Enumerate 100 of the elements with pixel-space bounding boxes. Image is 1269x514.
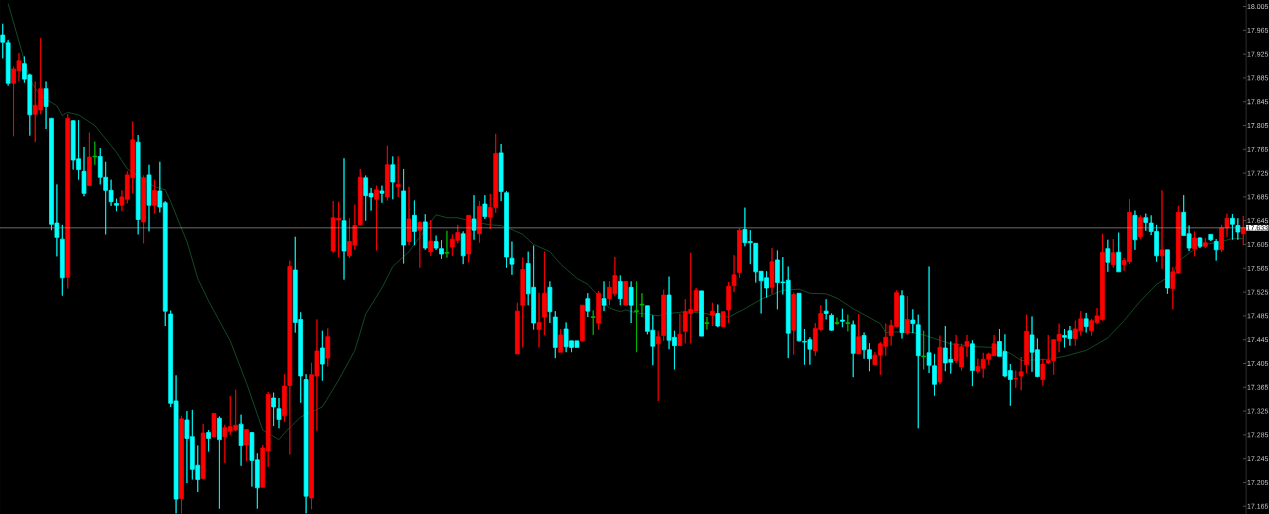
candlestick bbox=[244, 429, 249, 462]
candlestick bbox=[390, 156, 396, 200]
candlestick bbox=[834, 317, 840, 326]
candlestick bbox=[590, 310, 596, 336]
candlestick bbox=[428, 219, 434, 257]
candlestick bbox=[937, 335, 943, 385]
candlestick bbox=[639, 292, 645, 318]
candlestick bbox=[970, 339, 975, 387]
candlestick bbox=[617, 275, 623, 306]
candlestick bbox=[1013, 370, 1019, 389]
candlestick bbox=[1192, 231, 1197, 257]
candlestick bbox=[1105, 239, 1111, 273]
candlestick bbox=[509, 241, 515, 276]
candlestick bbox=[536, 292, 542, 348]
candlestick bbox=[1110, 238, 1116, 269]
candlestick bbox=[710, 302, 715, 327]
candlestick bbox=[1203, 237, 1208, 249]
candlestick bbox=[422, 213, 428, 251]
candlestick bbox=[466, 214, 471, 263]
candlestick bbox=[1240, 215, 1246, 246]
candlestick bbox=[829, 313, 834, 332]
candlestick bbox=[661, 289, 666, 342]
candlestick bbox=[542, 251, 547, 336]
candlestick bbox=[444, 230, 450, 258]
candlestick bbox=[823, 298, 829, 320]
candlestick bbox=[498, 143, 504, 202]
candlestick bbox=[43, 81, 49, 130]
candlestick bbox=[200, 423, 206, 480]
candlestick bbox=[114, 198, 119, 212]
candlestick bbox=[552, 310, 558, 359]
candlestick bbox=[634, 280, 639, 353]
candlestick bbox=[623, 280, 629, 306]
candlestick bbox=[699, 290, 704, 337]
candlestick bbox=[504, 190, 509, 269]
candlestick bbox=[135, 134, 141, 235]
candlestick bbox=[1018, 356, 1024, 391]
candlestick bbox=[628, 280, 634, 324]
candlestick bbox=[81, 146, 87, 197]
candlestick bbox=[1219, 224, 1224, 253]
candlestick bbox=[791, 292, 796, 355]
candlestick bbox=[905, 295, 910, 336]
candlestick bbox=[1132, 210, 1138, 251]
candlestick bbox=[720, 311, 726, 328]
candlestick bbox=[341, 157, 347, 280]
candlestick bbox=[845, 314, 851, 332]
candlestick bbox=[769, 247, 775, 295]
candlestick bbox=[395, 156, 401, 198]
candlestick bbox=[1116, 232, 1122, 273]
candlestick bbox=[152, 179, 157, 214]
candlestick bbox=[303, 373, 309, 514]
candlestick bbox=[385, 145, 390, 201]
candlestick bbox=[374, 185, 379, 251]
candlestick bbox=[558, 328, 564, 353]
candlestick bbox=[704, 316, 710, 330]
candlestick bbox=[737, 228, 742, 279]
candlestick bbox=[141, 175, 146, 244]
candlestick bbox=[92, 141, 98, 166]
candlestick bbox=[406, 186, 412, 246]
candlestick bbox=[1213, 238, 1219, 261]
candlestick bbox=[1165, 249, 1170, 295]
candlestick bbox=[412, 200, 417, 246]
candlestick bbox=[580, 304, 585, 342]
candlestick bbox=[840, 308, 845, 328]
candlestick bbox=[471, 194, 477, 241]
candlestick bbox=[146, 164, 152, 232]
candlestick bbox=[910, 308, 916, 334]
candlestick bbox=[596, 290, 601, 330]
candlestick bbox=[1138, 214, 1143, 240]
candlestick bbox=[65, 113, 71, 289]
candlestick bbox=[915, 314, 921, 429]
candlestick bbox=[276, 397, 282, 429]
candlestick bbox=[59, 224, 65, 297]
candlestick bbox=[482, 194, 488, 220]
candlestick bbox=[217, 416, 222, 510]
candlestick bbox=[1208, 233, 1214, 242]
candlestick bbox=[211, 413, 217, 438]
candlestick bbox=[585, 292, 591, 318]
candlestick bbox=[1230, 213, 1235, 241]
candlestick bbox=[477, 200, 482, 244]
candlestick bbox=[655, 330, 661, 402]
candlestick bbox=[325, 327, 331, 367]
candlestick bbox=[850, 320, 856, 378]
candlestick bbox=[547, 280, 553, 324]
candlestick bbox=[520, 257, 526, 348]
candlestick bbox=[271, 392, 276, 427]
candlestick bbox=[319, 330, 325, 382]
candlestick bbox=[677, 313, 683, 347]
candlestick bbox=[1197, 236, 1203, 249]
candlestick bbox=[515, 302, 520, 355]
candlestick bbox=[206, 429, 211, 452]
candlestick bbox=[899, 289, 905, 339]
candlestick bbox=[601, 280, 607, 312]
candlestick bbox=[238, 414, 244, 467]
candlestick bbox=[856, 313, 861, 355]
candlestick bbox=[715, 304, 721, 328]
candlestick bbox=[179, 415, 184, 514]
candlestick bbox=[87, 132, 92, 186]
candlestick bbox=[379, 185, 385, 204]
candlestick bbox=[1083, 312, 1089, 333]
candlestick bbox=[460, 231, 466, 265]
